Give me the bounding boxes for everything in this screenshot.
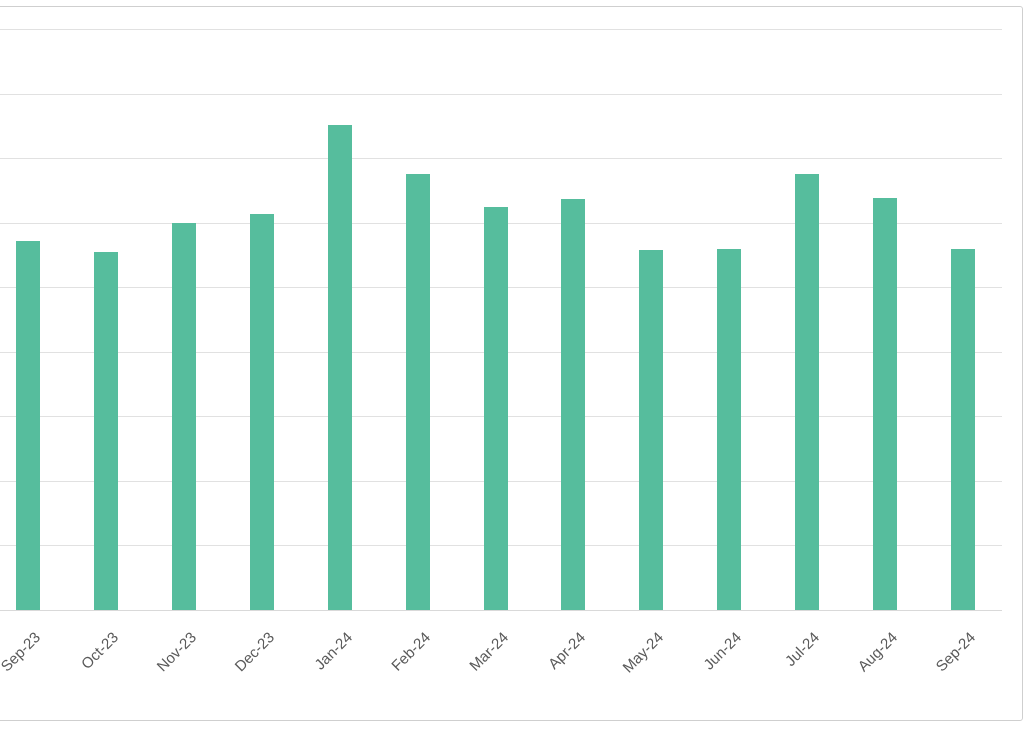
- bar-Nov-23: [171, 222, 196, 610]
- bar-Jan-24: [327, 125, 352, 610]
- gridline: [0, 93, 1002, 95]
- bar-Feb-24: [405, 173, 430, 610]
- bar-Oct-23: [93, 252, 118, 610]
- bar-Dec-23: [249, 214, 274, 610]
- bar-May-24: [639, 250, 664, 610]
- gridline: [0, 158, 1002, 160]
- bar-Mar-24: [483, 206, 508, 610]
- chart-frame: [0, 6, 1023, 721]
- bar-Jul-24: [795, 174, 820, 610]
- gridline: [0, 29, 1002, 30]
- bar-Apr-24: [561, 199, 586, 610]
- bar-Jun-24: [717, 249, 742, 610]
- bar-Sep-24: [951, 248, 976, 610]
- plot-area: [0, 29, 1002, 610]
- x-axis-line: [0, 610, 1002, 611]
- bar-Aug-24: [873, 197, 898, 610]
- bar-Sep-23: [15, 241, 40, 610]
